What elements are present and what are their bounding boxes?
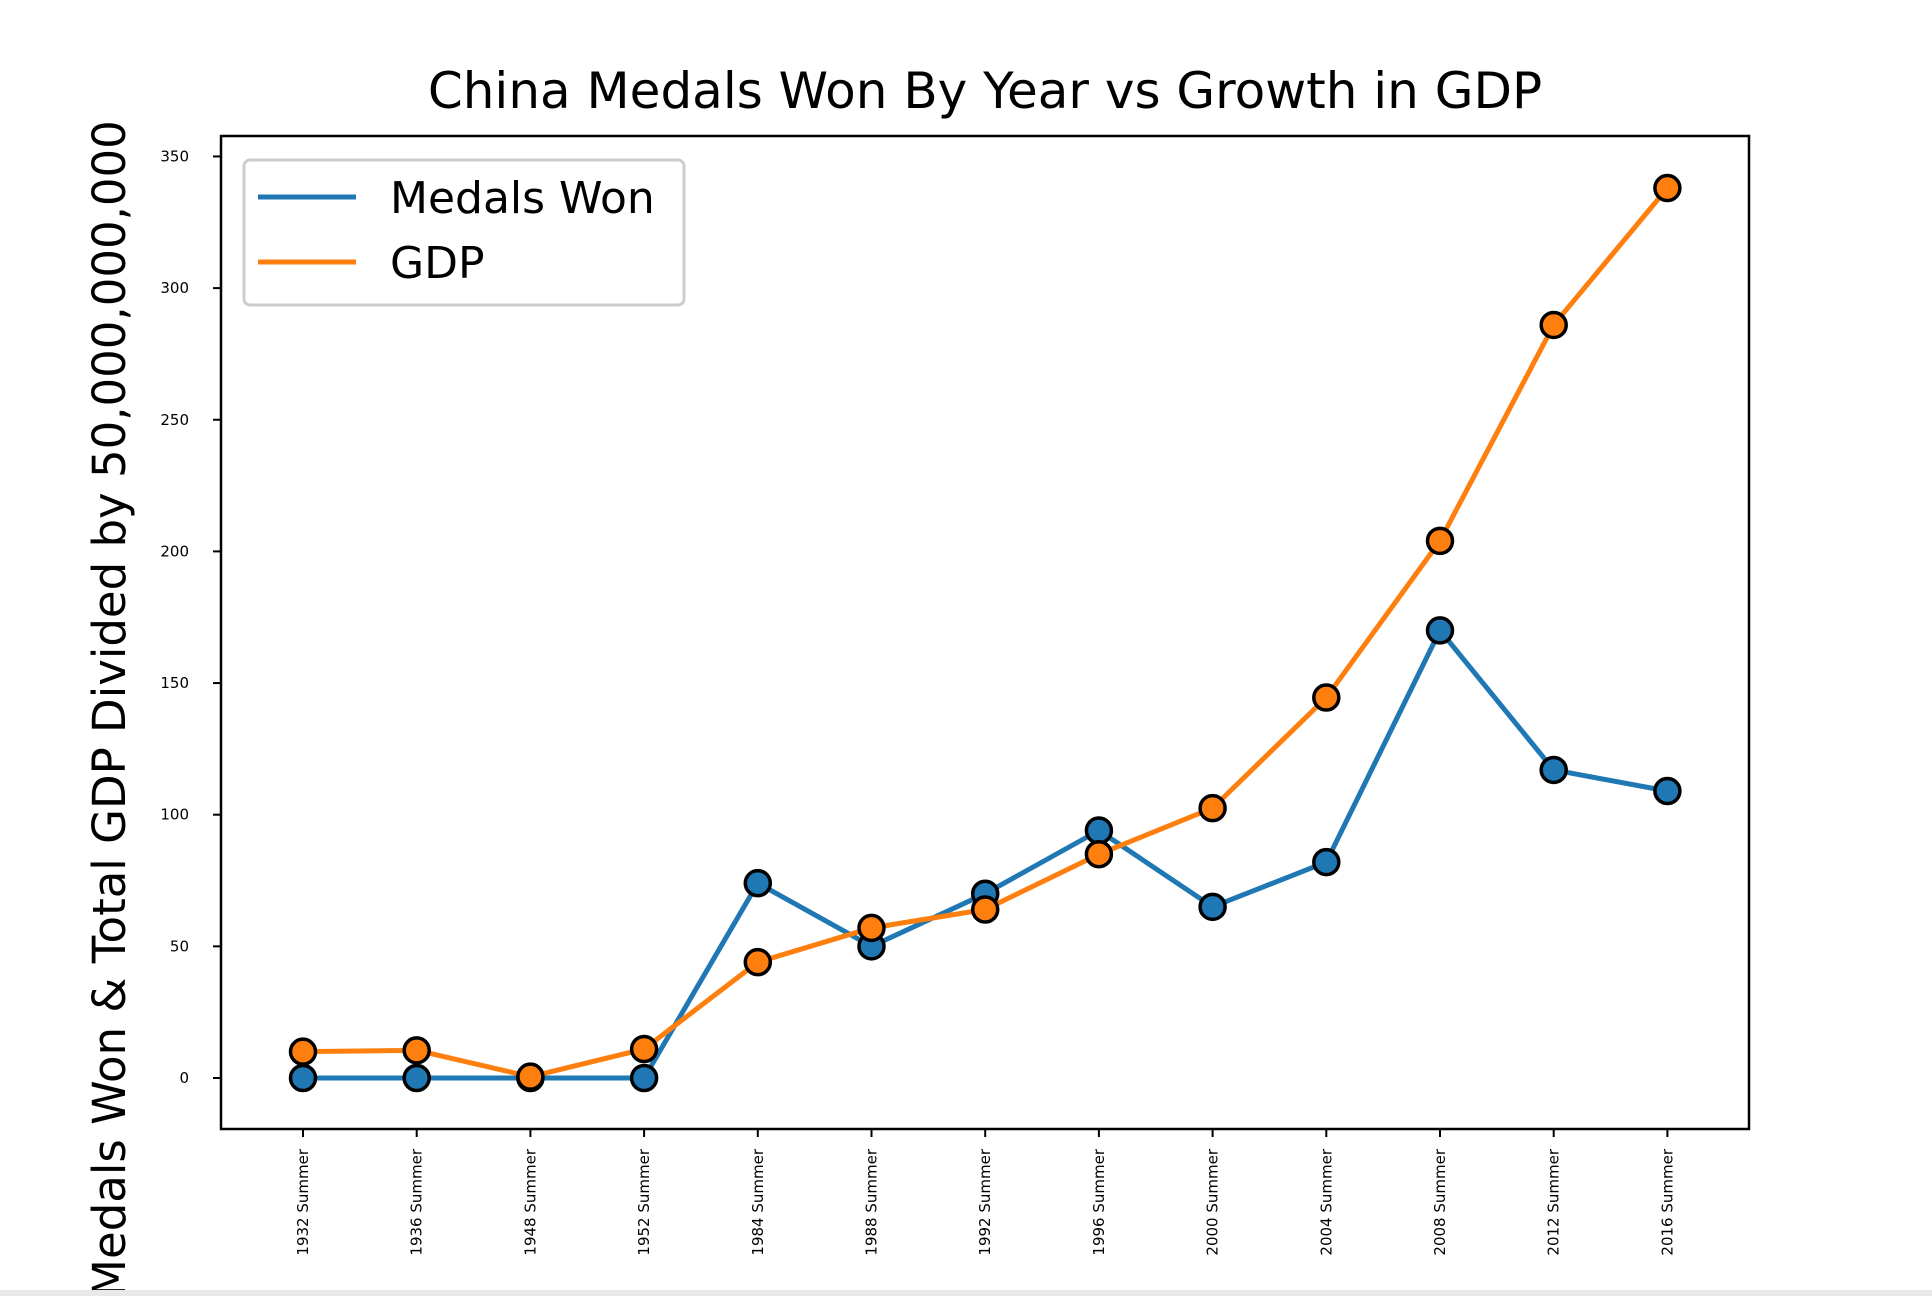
data-point-medals — [1539, 755, 1568, 785]
data-point-medals — [1198, 892, 1227, 922]
y-tick-label: 350 — [160, 147, 189, 165]
data-point-medals — [402, 1063, 431, 1093]
x-tick-label: 2004 Summer — [1317, 1148, 1335, 1255]
data-point-medals — [1084, 816, 1114, 845]
x-tick-label: 2008 Summer — [1431, 1148, 1449, 1255]
legend: Medals Won GDP — [242, 158, 686, 307]
data-point-gdp — [288, 1037, 318, 1066]
legend-label: GDP — [390, 238, 485, 289]
x-tick-label: 1952 Summer — [635, 1148, 653, 1255]
x-tick-label: 1984 Summer — [749, 1148, 767, 1255]
data-point-medals — [743, 868, 773, 898]
data-point-gdp — [970, 895, 1000, 924]
data-point-gdp — [1084, 839, 1114, 869]
x-tick-label: 1992 Summer — [976, 1148, 994, 1255]
plot-area: 0 50 100 150 200 250 300 350 1932 Summer 1936 Sum… — [160, 147, 1682, 1256]
x-tick-label: 1936 Summer — [408, 1148, 426, 1255]
y-tick-label: 50 — [170, 937, 189, 955]
data-point-gdp — [743, 947, 773, 977]
data-point-gdp — [1653, 173, 1682, 203]
y-tick-label: 300 — [160, 279, 189, 297]
y-tick-label: 0 — [179, 1069, 189, 1087]
data-point-gdp — [1312, 683, 1341, 712]
y-axis-label: Medals Won & Total GDP Divided by 50,000… — [83, 120, 136, 1296]
series-line-gdp — [302, 186, 1670, 1080]
chart-title: China Medals Won By Year vs Growth in GD… — [428, 62, 1542, 120]
data-point-medals — [1653, 776, 1682, 806]
data-point-gdp — [857, 913, 886, 943]
plot-frame — [219, 134, 1751, 1131]
bottom-strip — [0, 1290, 1932, 1296]
data-point-gdp — [1539, 310, 1568, 340]
y-tick-label: 200 — [160, 542, 189, 560]
x-tick-label: 1932 Summer — [294, 1148, 312, 1255]
y-tick-label: 100 — [160, 806, 189, 824]
data-point-gdp — [1198, 793, 1227, 823]
series-line-medals — [303, 627, 1668, 1081]
x-tick-label: 2000 Summer — [1204, 1148, 1222, 1255]
data-point-gdp — [1425, 526, 1455, 556]
data-point-gdp — [516, 1062, 545, 1091]
data-point-medals — [1312, 847, 1341, 877]
x-tick-label: 1996 Summer — [1090, 1148, 1108, 1255]
data-point-medals — [629, 1063, 659, 1093]
data-point-gdp — [402, 1036, 431, 1065]
data-point-medals — [288, 1063, 318, 1093]
y-tick-label: 250 — [160, 411, 189, 429]
x-tick-label: 1988 Summer — [863, 1148, 881, 1255]
data-point-medals — [1425, 616, 1455, 645]
x-tick-label: 2016 Summer — [1658, 1148, 1676, 1255]
legend-label: Medals Won — [390, 173, 655, 224]
x-tick-label: 1948 Summer — [521, 1148, 539, 1255]
data-point-gdp — [629, 1034, 659, 1064]
y-tick-label: 150 — [160, 674, 189, 692]
x-tick-label: 2012 Summer — [1545, 1148, 1563, 1255]
